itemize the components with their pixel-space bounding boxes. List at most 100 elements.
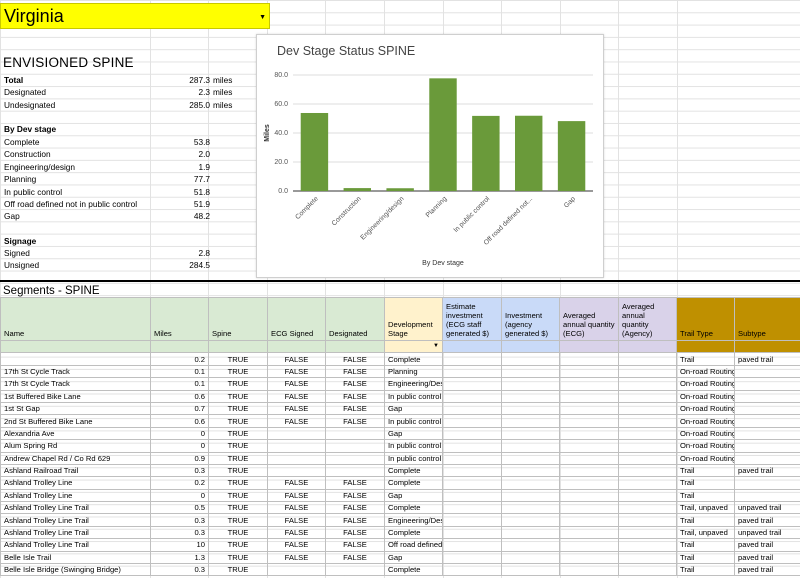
table-cell[interactable] [442,414,502,428]
table-cell[interactable] [734,439,800,453]
table-cell[interactable] [559,501,619,515]
table-cell[interactable]: Off road defined not in public control [384,538,443,552]
table-cell[interactable]: FALSE [325,488,385,503]
summary-row[interactable]: Designated 2.3 miles [0,86,250,98]
table-cell[interactable]: Trail [676,563,735,577]
table-cell[interactable] [559,451,619,465]
table-cell[interactable]: 0 [150,426,209,441]
column-header[interactable]: ECG Signed [267,297,326,341]
table-cell[interactable]: Ashland Trolley Line [0,488,151,503]
table-cell[interactable]: Ashland Trolley Line Trail [0,501,151,515]
table-row[interactable]: 17th St Cycle Track 0.1 TRUE FALSE FALSE Plan… [0,364,800,379]
table-cell[interactable]: TRUE [208,525,268,540]
table-cell[interactable] [442,389,502,403]
table-cell[interactable] [618,389,677,403]
table-cell[interactable] [442,377,502,391]
table-cell[interactable] [618,525,677,540]
table-cell[interactable]: Trail [676,352,735,366]
table-cell[interactable] [501,513,560,527]
table-cell[interactable]: unpaved trail [734,525,800,540]
table-row[interactable]: Ashland Trolley Line Trail 0.5 TRUE FALSE FA… [0,501,800,515]
table-cell[interactable] [442,501,502,515]
table-cell[interactable]: FALSE [325,501,385,515]
table-cell[interactable]: 0.6 [150,389,209,403]
table-cell[interactable]: 0 [150,439,209,453]
table-cell[interactable]: 0.7 [150,401,209,416]
column-header[interactable]: Development Stage [384,297,443,341]
column-header[interactable]: Estimate investment (ECG staff generated… [442,297,502,341]
table-cell[interactable]: Engineering/Design [384,377,443,391]
table-cell[interactable]: TRUE [208,488,268,503]
table-cell[interactable] [267,451,326,465]
table-cell[interactable] [618,401,677,416]
table-cell[interactable]: 0.2 [150,476,209,490]
table-cell[interactable] [734,476,800,490]
table-cell[interactable] [618,364,677,379]
table-cell[interactable] [267,439,326,453]
table-cell[interactable]: TRUE [208,513,268,527]
table-cell[interactable] [442,563,502,577]
table-cell[interactable]: paved trail [734,513,800,527]
table-cell[interactable]: Alum Spring Rd [0,439,151,453]
table-cell[interactable]: TRUE [208,538,268,552]
table-cell[interactable]: FALSE [325,525,385,540]
table-cell[interactable]: Andrew Chapel Rd / Co Rd 629 [0,451,151,465]
table-cell[interactable] [618,501,677,515]
table-cell[interactable] [618,550,677,565]
table-cell[interactable] [559,426,619,441]
table-cell[interactable]: FALSE [325,377,385,391]
table-cell[interactable] [501,352,560,366]
table-cell[interactable]: TRUE [208,352,268,366]
table-cell[interactable]: On-road Routing [676,451,735,465]
table-cell[interactable]: TRUE [208,501,268,515]
table-row[interactable]: 0.2 TRUE FALSE FALSE Complete Trail paved trai… [0,352,800,366]
table-cell[interactable]: Gap [384,488,443,503]
table-cell[interactable]: Complete [384,352,443,366]
table-cell[interactable]: In public control [384,414,443,428]
table-cell[interactable]: 1st St Gap [0,401,151,416]
table-row[interactable]: Alexandria Ave 0 TRUE Gap On-road Routing [0,426,800,441]
table-cell[interactable]: Trail [676,538,735,552]
table-cell[interactable] [734,414,800,428]
table-cell[interactable]: 0 [150,488,209,503]
table-cell[interactable] [559,488,619,503]
summary-row[interactable]: Gap 48.2 [0,210,250,222]
table-cell[interactable] [734,401,800,416]
table-row[interactable]: Ashland Railroad Trail 0.3 TRUE Complete Tra… [0,463,800,478]
dev-stage-chart[interactable]: Dev Stage Status SPINE 0.0 20.0 40.0 60.0 80… [256,34,604,278]
table-cell[interactable]: TRUE [208,463,268,478]
table-cell[interactable]: FALSE [325,414,385,428]
table-cell[interactable] [501,451,560,465]
table-cell[interactable] [442,451,502,465]
table-cell[interactable] [501,476,560,490]
summary-row[interactable]: Total 287.3 miles [0,74,250,86]
table-cell[interactable]: FALSE [267,501,326,515]
stage-filter[interactable]: ▼ [384,339,443,354]
table-cell[interactable] [559,550,619,565]
table-cell[interactable]: Ashland Trolley Line Trail [0,538,151,552]
table-cell[interactable] [618,414,677,428]
table-cell[interactable] [559,364,619,379]
table-cell[interactable] [442,352,502,366]
table-cell[interactable]: FALSE [325,389,385,403]
table-cell[interactable] [559,401,619,416]
table-cell[interactable]: FALSE [267,389,326,403]
table-cell[interactable] [618,513,677,527]
table-row[interactable]: 1st Buffered Bike Lane 0.6 TRUE FALSE FALSE I… [0,389,800,403]
table-cell[interactable]: Complete [384,525,443,540]
table-cell[interactable]: Engineering/Design [384,513,443,527]
table-cell[interactable]: 0.1 [150,377,209,391]
table-cell[interactable] [267,563,326,577]
table-cell[interactable] [559,414,619,428]
table-cell[interactable] [618,377,677,391]
table-row[interactable]: Andrew Chapel Rd / Co Rd 629 0.9 TRUE In pu… [0,451,800,465]
table-cell[interactable]: 0.2 [150,352,209,366]
table-cell[interactable]: 17th St Cycle Track [0,364,151,379]
table-cell[interactable] [442,364,502,379]
table-cell[interactable] [559,538,619,552]
table-cell[interactable] [501,414,560,428]
column-header[interactable]: Miles [150,297,209,341]
table-cell[interactable]: TRUE [208,476,268,490]
table-cell[interactable]: 1.3 [150,550,209,565]
table-cell[interactable]: FALSE [325,538,385,552]
